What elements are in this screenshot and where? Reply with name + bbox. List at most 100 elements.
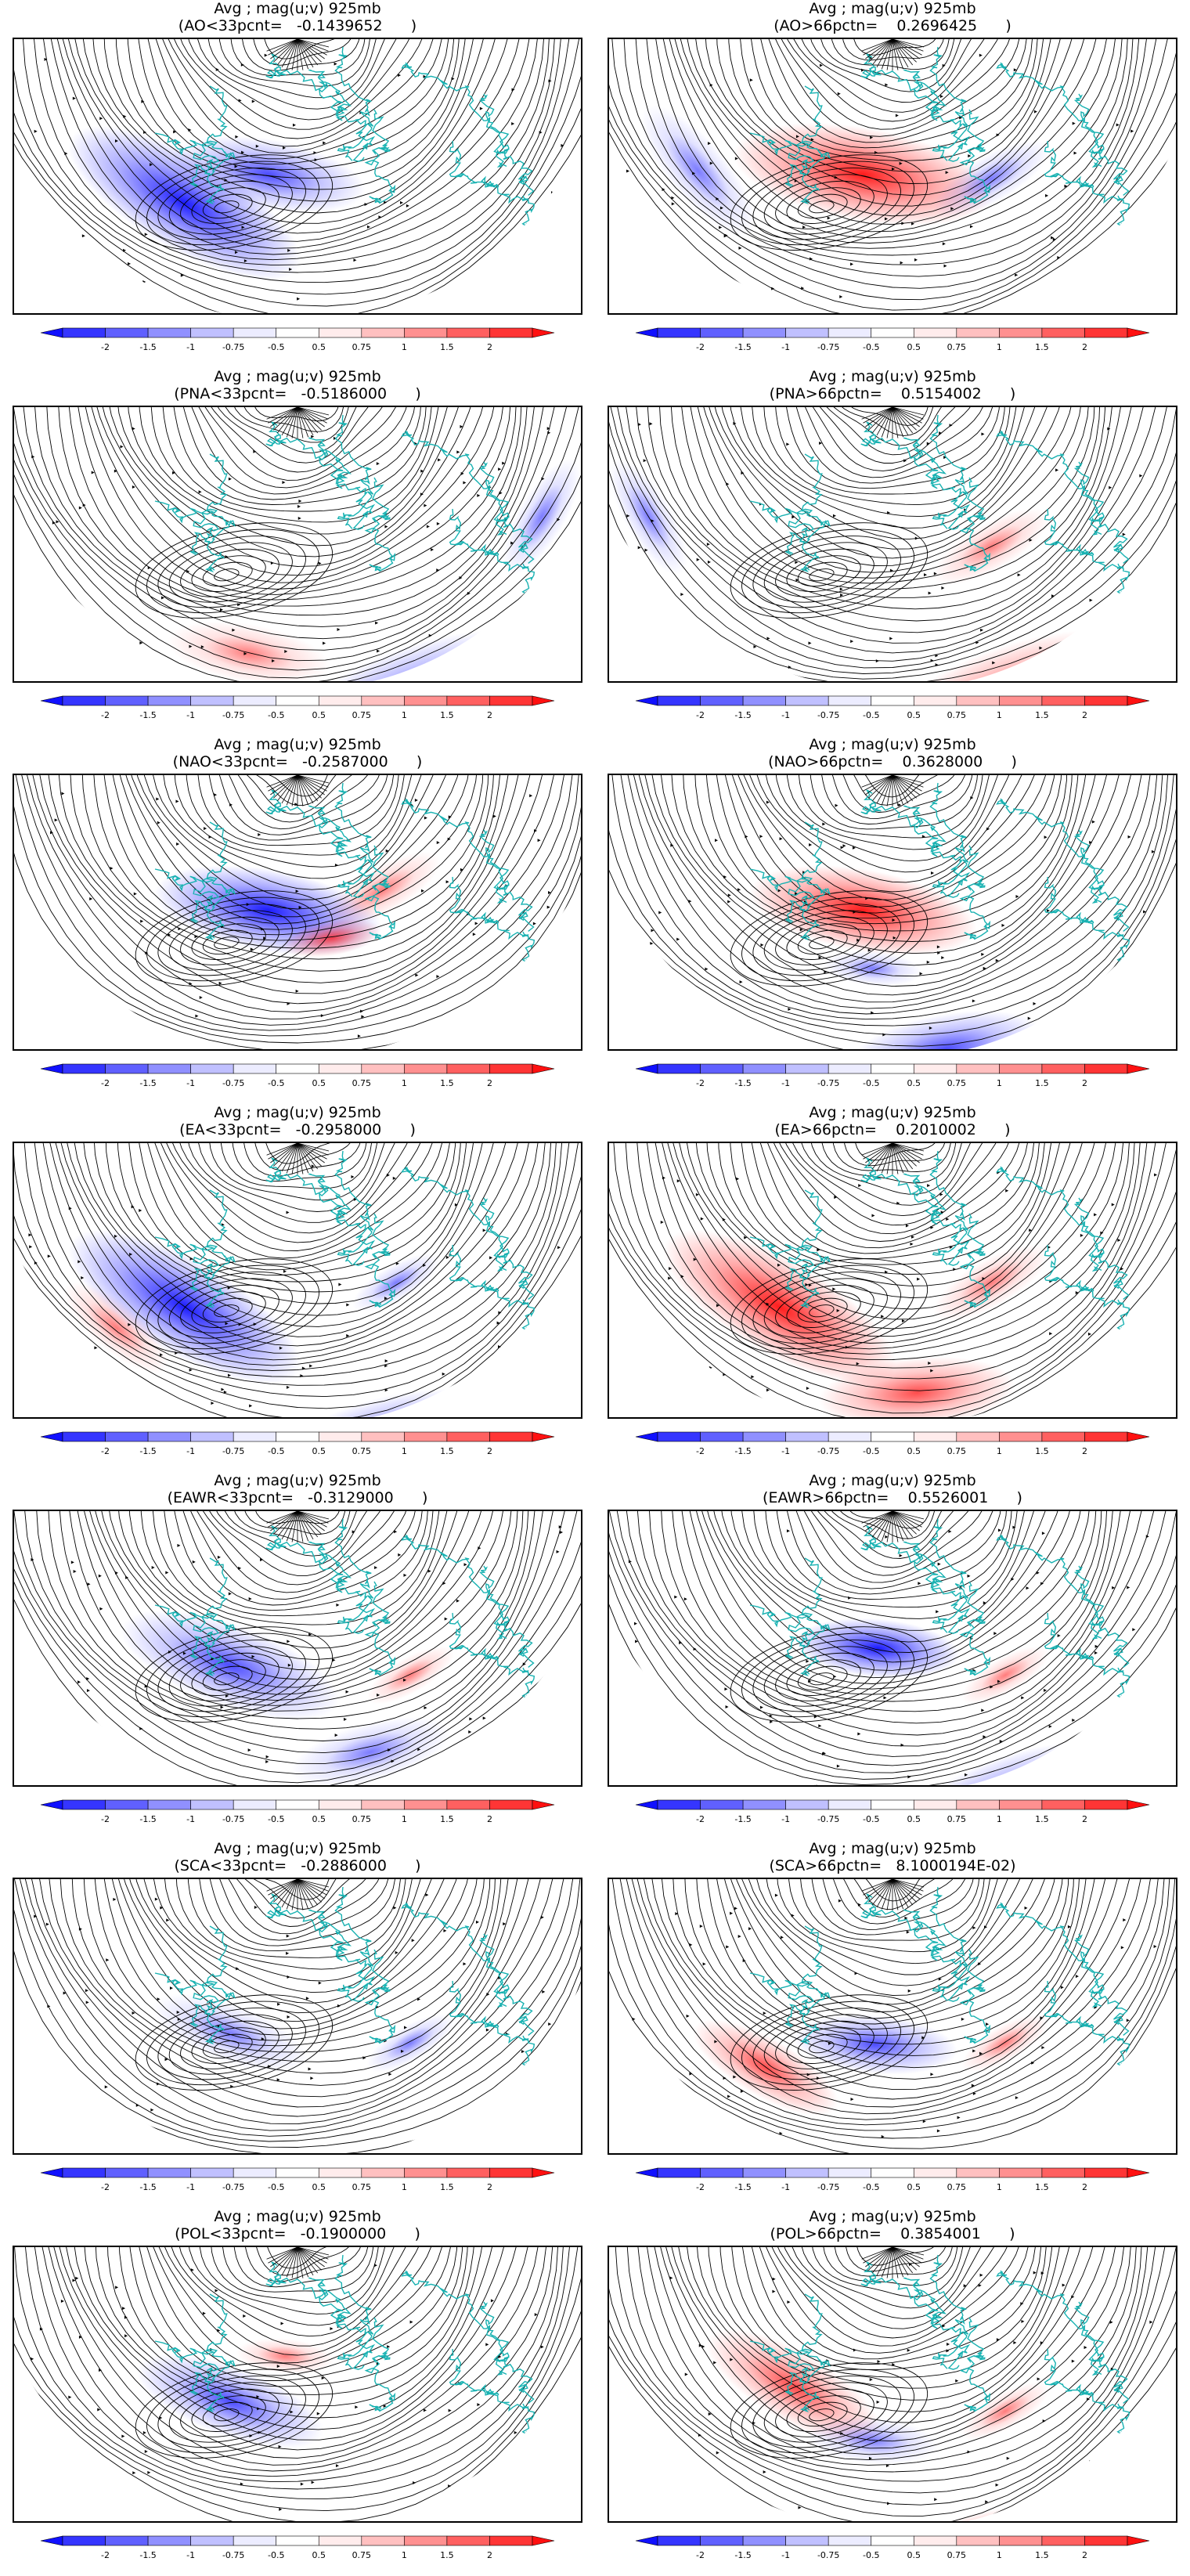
colorbar-tick-label: 1 [402,2182,407,2192]
colorbar-tick-label: 2 [487,342,492,352]
colorbar-tick-label: -0.75 [817,1814,839,1824]
anomaly-blob [366,1646,454,1705]
panel-title-line2: (EA<33pcnt= -0.2958000 ) [179,1121,416,1138]
colorbar-segment [999,327,1043,338]
colorbar-segment [700,1063,744,1074]
colorbar-tick-label: 0.75 [352,2182,372,2192]
colorbar-right-arrow [1127,1063,1150,1074]
colorbar-tick-label: -0.75 [222,2550,244,2560]
colorbar-tick-label: 0.75 [947,1814,967,1824]
colorbar-tick-label: 0.75 [947,710,967,720]
anomaly-blob [152,1993,308,2073]
colorbar-tick-label: -0.75 [817,710,839,720]
anomaly-blob [609,458,687,575]
colorbar-segment [446,2535,490,2546]
colorbar-segment [956,2535,1000,2546]
colorbar-tick-label: 1.5 [1035,710,1049,720]
streamlines [609,775,1176,1049]
pole-cluster [266,1143,330,1174]
colorbar-segment [1084,695,1128,706]
colorbar-segment [742,2535,786,2546]
colorbar-segment [147,2535,191,2546]
colorbar-segment [913,327,957,338]
colorbar-tick-label: 1.5 [1035,2550,1049,2560]
colorbar-tick-label: 0.75 [947,1078,967,1088]
colorbar-tick-label: 2 [1082,2182,1087,2192]
colorbar-tick-label: 0.5 [907,710,921,720]
colorbar-segment [489,1799,533,1810]
panel-title-line2: (PNA<33pcnt= -0.5186000 ) [174,385,421,402]
panel-title-line1: Avg ; mag(u;v) 925mb [214,736,381,753]
pole-cluster [861,1143,925,1174]
colorbar-segment [147,695,191,706]
panel-title-line1: Avg ; mag(u;v) 925mb [214,368,381,385]
colorbar-tick-label: -0.5 [863,710,879,720]
colorbar-segment [1084,2535,1128,2546]
colorbar-segment [871,2167,914,2178]
colorbar-tick-label: 1 [997,1814,1002,1824]
colorbar-right-arrow [532,327,555,338]
anomaly-blob [961,1646,1049,1705]
panel-title-line1: Avg ; mag(u;v) 925mb [809,736,976,753]
colorbar-segment [318,2535,362,2546]
colorbar: -2 -1.5 -1 -0.75 -0.5 0.5 0.75 1 1.5 2 [40,695,555,727]
colorbar-tick-label: -2 [696,1446,705,1456]
colorbar-tick-label: -2 [696,710,705,720]
colorbar-tick-label: 0.75 [947,342,967,352]
colorbar-segment [404,2167,448,2178]
colorbar-tick-label: -0.5 [863,1078,879,1088]
colorbar-segment [62,327,106,338]
colorbar-right-arrow [1127,327,1150,338]
colorbar-tick-label: -0.75 [817,2182,839,2192]
anomaly-blob [849,1010,1044,1049]
panel-title-line1: Avg ; mag(u;v) 925mb [214,1104,381,1121]
colorbar-segment [657,327,701,338]
streamline-map [13,1510,582,1787]
colorbar-tick-label: -1.5 [139,342,156,352]
pole-cluster [266,1879,330,1910]
colorbar-tick-label: -1 [186,1814,195,1824]
colorbar-tick-label: -0.75 [222,1814,244,1824]
colorbar-segment [828,2535,872,2546]
colorbar-segment [190,1063,234,1074]
colorbar-left-arrow [40,1063,63,1074]
colorbar-tick-label: 2 [1082,1446,1087,1456]
colorbar-segment [233,327,277,338]
colorbar-segment [446,1799,490,1810]
streamlines [609,2247,1176,2521]
map-panel: Avg ; mag(u;v) 925mb (PNA<33pcnt= -0.518… [0,368,595,736]
colorbar: -2 -1.5 -1 -0.75 -0.5 0.5 0.75 1 1.5 2 [635,2167,1150,2199]
colorbar-tick-label: -1 [186,2550,195,2560]
colorbar-segment [404,1431,448,1442]
colorbar-segment [785,2167,829,2178]
colorbar-tick-label: -0.5 [268,2550,284,2560]
streamline-map [13,406,582,683]
colorbar-segment [742,2167,786,2178]
colorbar-tick-label: 1 [402,1814,407,1824]
colorbar-right-arrow [532,1431,555,1442]
colorbar-tick-label: -0.75 [817,2550,839,2560]
colorbar-tick-label: 0.5 [312,710,326,720]
colorbar-segment [657,1063,701,1074]
colorbar-segment [956,1799,1000,1810]
colorbar-segment [913,1063,957,1074]
coastlines [749,414,1145,645]
colorbar-segment [361,1799,405,1810]
anomaly-blob [932,1243,1050,1322]
colorbar-segment [276,695,319,706]
colorbar-segment [190,327,234,338]
colorbar-segment [489,695,533,706]
colorbar-segment [105,2167,149,2178]
colorbar-tick-label: 0.75 [352,1078,372,1088]
colorbar-segment [404,695,448,706]
pole-cluster [266,2247,330,2278]
colorbar-tick-label: -1.5 [139,1814,156,1824]
colorbar-tick-label: 2 [487,1814,492,1824]
coastlines [154,1886,550,2117]
colorbar-tick-label: -1 [781,1446,790,1456]
colorbar-tick-label: -0.5 [268,342,284,352]
colorbar-segment [1084,1063,1128,1074]
colorbar-left-arrow [40,1799,63,1810]
streamline-map [608,774,1177,1051]
map-panel: Avg ; mag(u;v) 925mb (EA>66pctn= 0.20100… [595,1104,1190,1472]
